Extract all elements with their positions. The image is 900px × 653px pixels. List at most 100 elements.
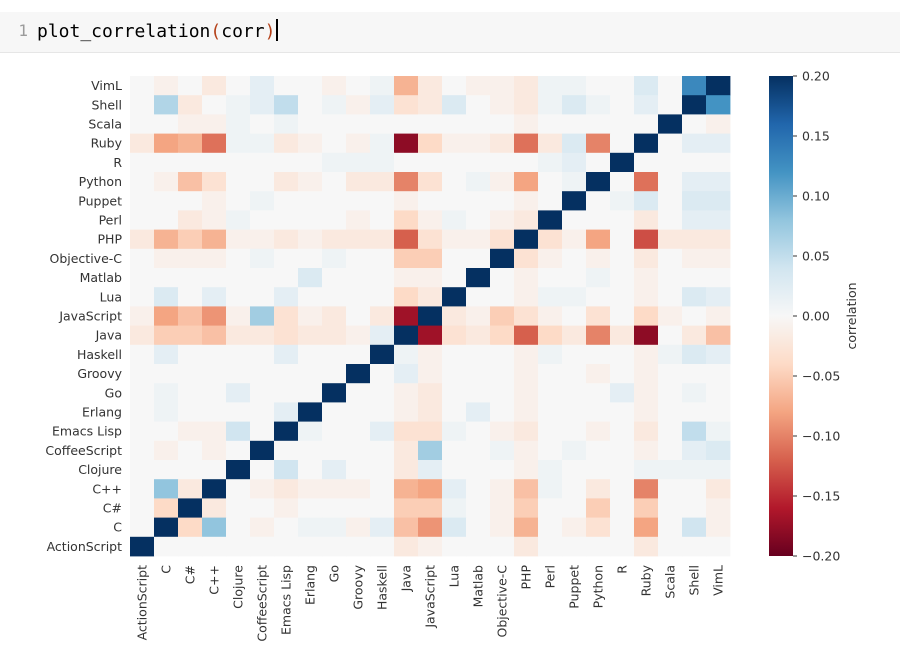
y-tick-label: ActionScript — [47, 539, 123, 554]
heatmap-cell — [538, 421, 563, 442]
heatmap-cell — [370, 402, 395, 422]
heatmap-cell — [658, 517, 683, 538]
colorbar-tick-label: 0.00 — [802, 309, 830, 324]
y-tick-label: Emacs Lisp — [52, 424, 122, 439]
heatmap-cell — [250, 95, 275, 115]
heatmap-cell — [154, 229, 179, 250]
heatmap-cell — [298, 287, 323, 307]
x-tick-label: Groovy — [351, 564, 366, 609]
heatmap-cell — [706, 344, 731, 365]
heatmap-cell — [658, 383, 683, 403]
heatmap-cell — [298, 229, 323, 250]
heatmap-cell — [370, 268, 395, 288]
heatmap-cell — [658, 344, 683, 365]
heatmap-cell — [562, 133, 587, 154]
heatmap-cell — [322, 344, 347, 365]
heatmap-cell — [250, 402, 275, 422]
heatmap-cell — [322, 498, 347, 518]
y-tick-label: C — [113, 520, 122, 535]
heatmap-cell — [562, 76, 587, 96]
heatmap-cell — [682, 191, 707, 211]
heatmap-cell — [466, 498, 491, 518]
x-tick-label: Ruby — [639, 564, 654, 596]
heatmap-cell — [706, 229, 731, 250]
heatmap-cell — [154, 325, 179, 346]
colorbar-gradient — [769, 76, 793, 556]
heatmap-cell — [586, 440, 611, 461]
heatmap-cell — [226, 498, 251, 518]
heatmap-cell — [634, 76, 659, 96]
heatmap-cell — [130, 287, 155, 307]
heatmap-cell — [418, 383, 443, 403]
heatmap-cell — [490, 248, 515, 269]
heatmap-cell — [466, 210, 491, 230]
heatmap-cell — [322, 114, 347, 134]
line-number: 1 — [18, 21, 28, 40]
heatmap-cell — [466, 152, 491, 173]
y-tick-label: Puppet — [78, 193, 122, 208]
code-cell[interactable]: 1 plot_correlation(corr) — [0, 12, 900, 53]
heatmap-cell — [610, 460, 635, 480]
heatmap-cell — [394, 229, 419, 250]
heatmap-cell — [322, 402, 347, 422]
heatmap-cell — [394, 440, 419, 461]
heatmap-cell — [178, 460, 203, 480]
heatmap-cell — [466, 114, 491, 134]
heatmap-cell — [346, 383, 371, 403]
heatmap-cell — [274, 191, 299, 211]
heatmap-cell — [658, 95, 683, 115]
code-line[interactable]: plot_correlation(corr) — [37, 19, 279, 42]
heatmap-cell — [394, 114, 419, 134]
heatmap-cell — [490, 229, 515, 250]
heatmap-cell — [490, 364, 515, 384]
y-tick-label: Perl — [99, 213, 122, 228]
heatmap-cell — [178, 133, 203, 154]
heatmap-cell — [682, 325, 707, 346]
heatmap-cell — [370, 76, 395, 96]
heatmap-cell — [322, 364, 347, 384]
heatmap-cell — [610, 402, 635, 422]
heatmap-cell — [226, 402, 251, 422]
heatmap-cell — [418, 191, 443, 211]
heatmap-cell — [466, 287, 491, 307]
heatmap-cell — [154, 133, 179, 154]
heatmap-cell — [130, 479, 155, 499]
heatmap-cell — [346, 306, 371, 326]
heatmap-cell — [178, 306, 203, 326]
heatmap-cell — [274, 95, 299, 115]
heatmap-cell — [562, 229, 587, 250]
heatmap-cell — [514, 344, 539, 365]
heatmap-cell — [274, 76, 299, 96]
heatmap-cell — [274, 364, 299, 384]
heatmap-cell — [322, 248, 347, 269]
heatmap-cell — [178, 383, 203, 403]
heatmap-cell — [226, 440, 251, 461]
heatmap-cell — [586, 172, 611, 192]
heatmap-cell — [418, 364, 443, 384]
heatmap-cell — [658, 440, 683, 461]
heatmap-cell — [418, 440, 443, 461]
heatmap-cell — [298, 95, 323, 115]
heatmap-cell — [442, 306, 467, 326]
heatmap-cell — [322, 306, 347, 326]
heatmap-cell — [130, 364, 155, 384]
heatmap-cell — [370, 517, 395, 538]
heatmap-cell — [658, 421, 683, 442]
heatmap-cell — [466, 268, 491, 288]
heatmap-cell — [346, 536, 371, 557]
heatmap-cell — [370, 344, 395, 365]
heatmap-cell — [178, 421, 203, 442]
heatmap-cell — [490, 421, 515, 442]
heatmap-cell — [490, 114, 515, 134]
heatmap-cell — [202, 133, 227, 154]
heatmap-cell — [298, 364, 323, 384]
heatmap-cell — [394, 325, 419, 346]
heatmap-cell — [706, 248, 731, 269]
heatmap-cell — [202, 306, 227, 326]
heatmap-cell — [706, 460, 731, 480]
heatmap-cell — [202, 114, 227, 134]
heatmap-cell — [322, 517, 347, 538]
heatmap-cell — [562, 306, 587, 326]
heatmap-cell — [370, 306, 395, 326]
heatmap-cell — [154, 421, 179, 442]
